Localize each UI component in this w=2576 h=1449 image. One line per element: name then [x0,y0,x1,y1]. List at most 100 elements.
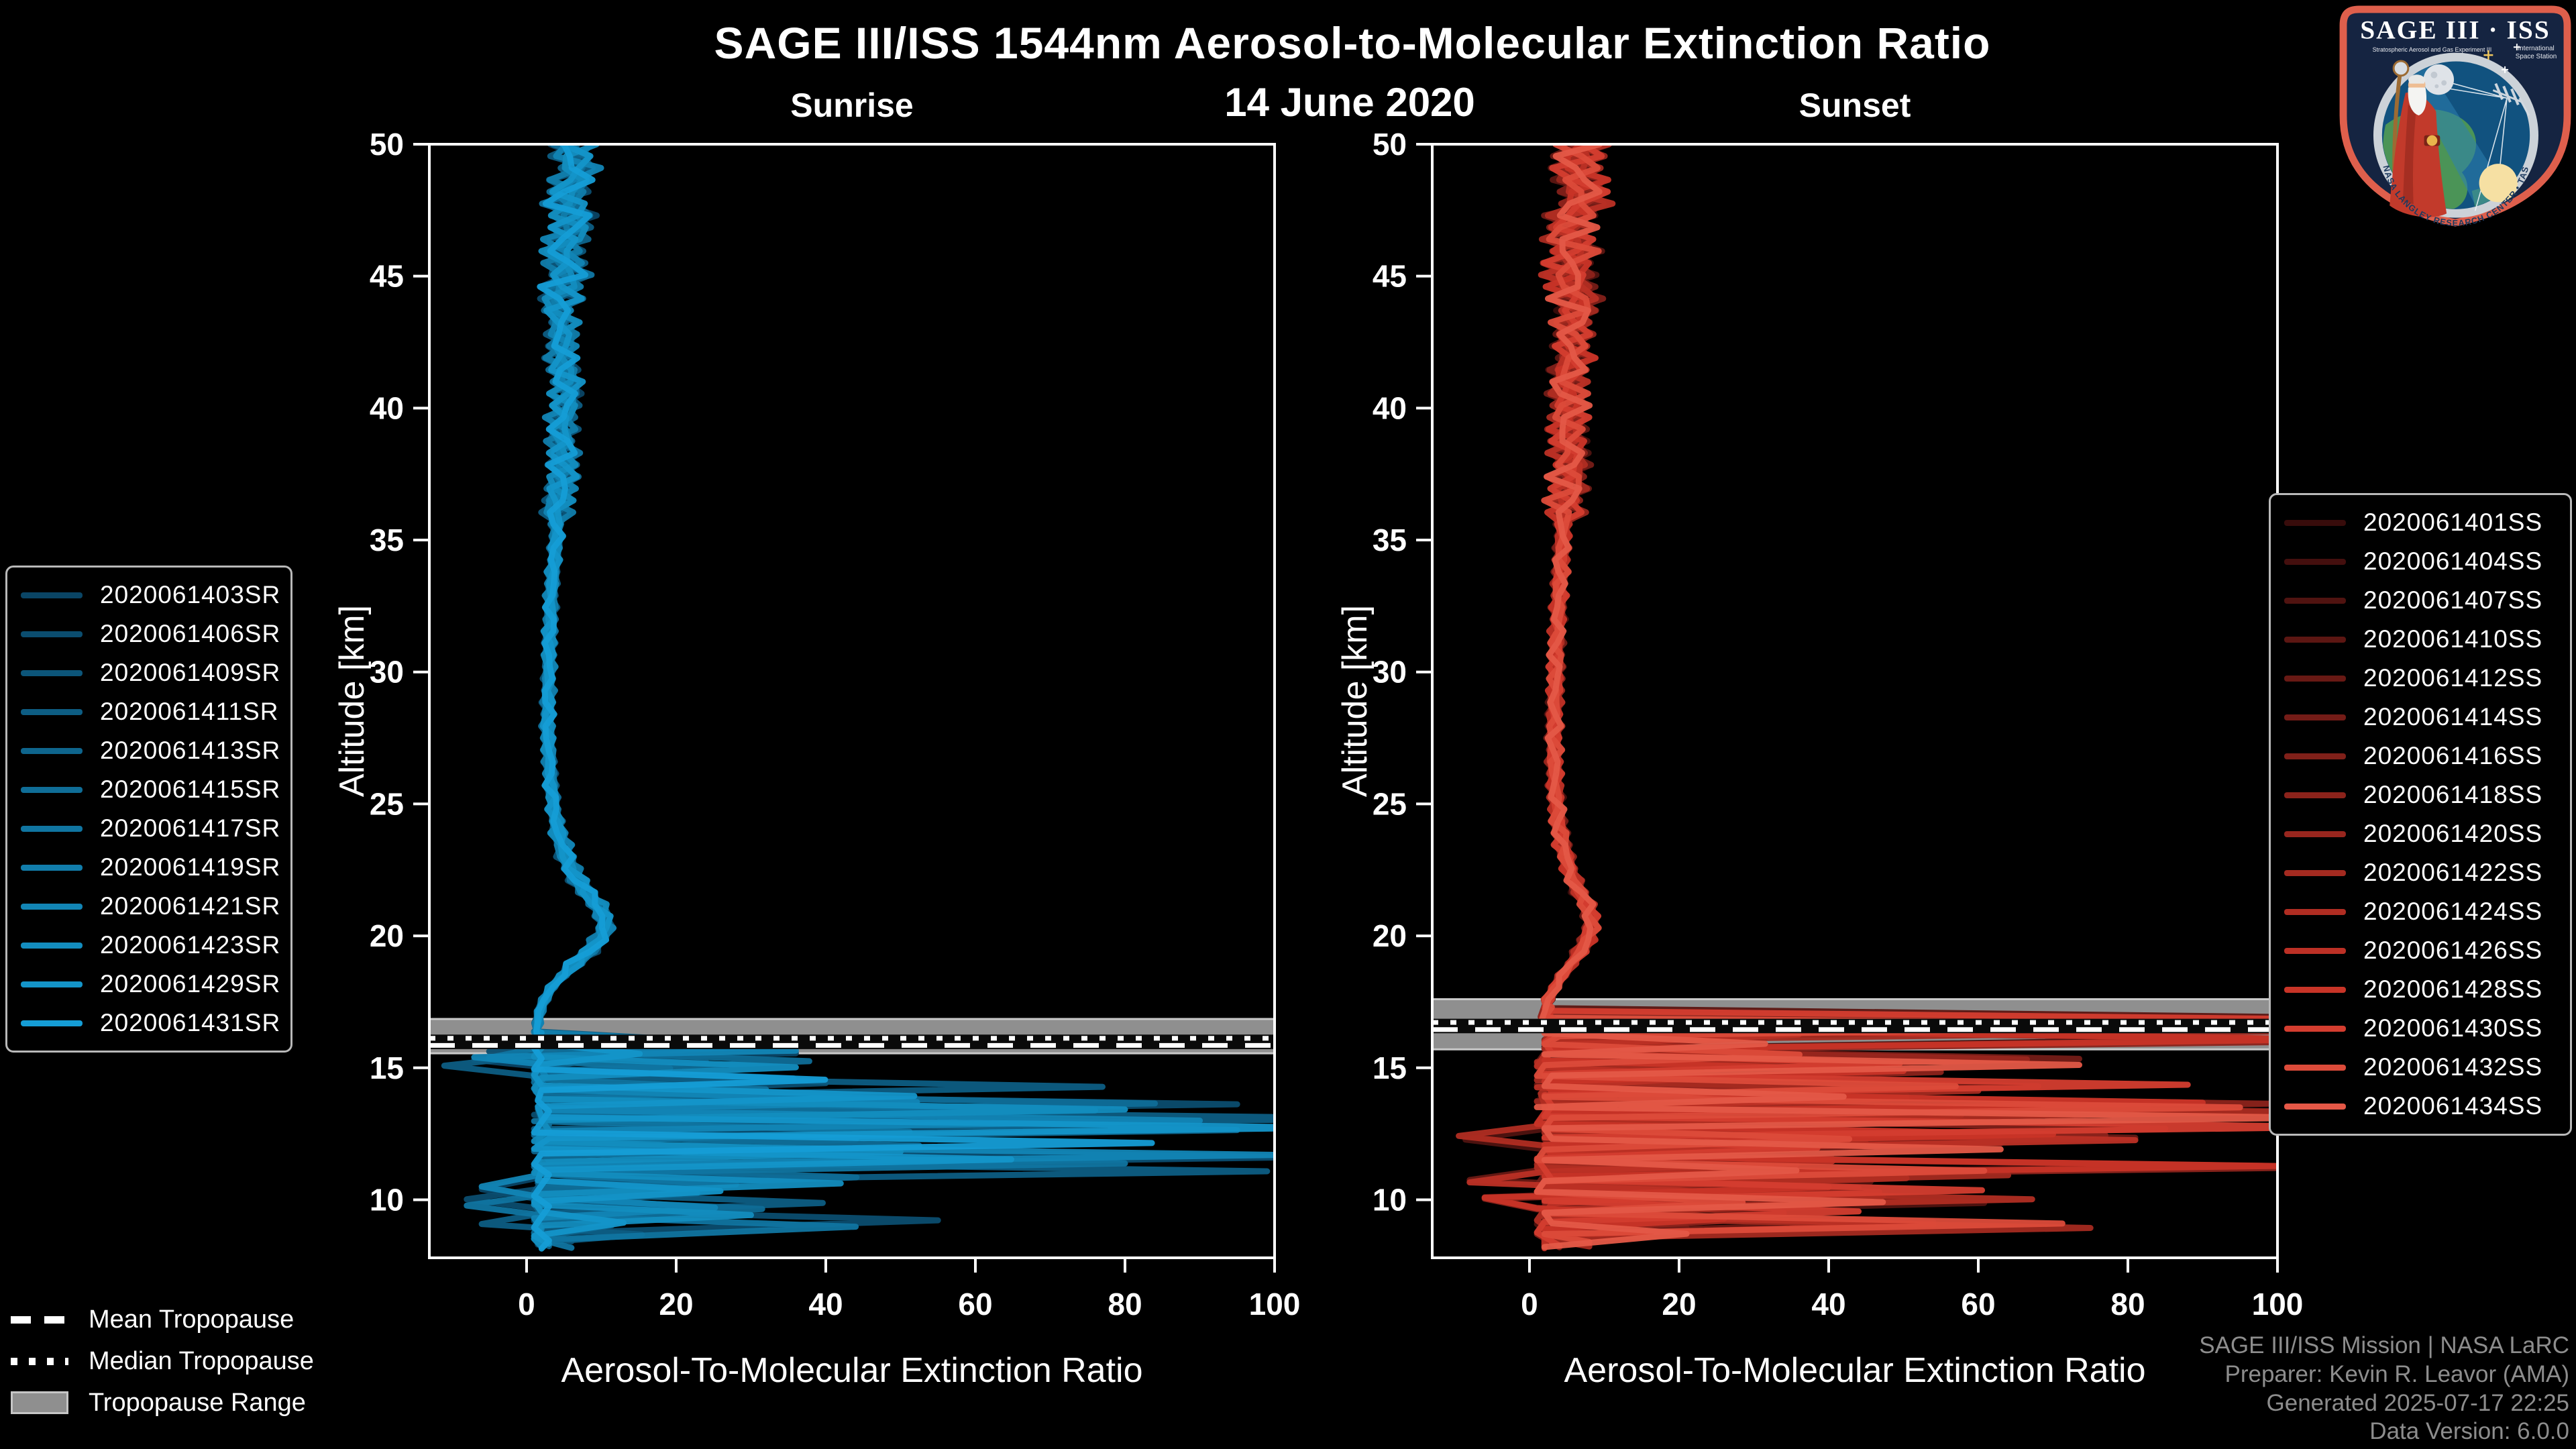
sunset-series-legend: 2020061401SS 2020061404SS 2020061407SS 2020… [2269,493,2572,1136]
patch-subtitle-right-2: Space Station [2516,53,2557,60]
legend-swatch [2284,636,2346,643]
legend-label: 2020061410SS [2363,625,2543,653]
attribution: SAGE III/ISS Mission | NASA LaRC Prepare… [2199,1332,2569,1446]
legend-item: 2020061430SS [2284,1014,2557,1042]
y-tick-label: 10 [1373,1182,1407,1217]
legend-item: 2020061426SS [2284,936,2557,965]
star-icon [2502,66,2509,73]
legend-label: 2020061419SR [100,853,281,881]
y-tick-label: 25 [1373,786,1407,821]
legend-swatch [2284,869,2346,876]
sunrise-series-legend: 2020061403SR 2020061406SR 2020061409SR 2020… [5,566,292,1053]
legend-label: 2020061417SR [100,814,281,842]
legend-item: 2020061421SR [21,892,281,920]
legend-swatch [2284,1103,2346,1110]
sunrise-x-axis-label: Aerosol-To-Molecular Extinction Ratio [561,1351,1142,1390]
sunrise-plot-frame [428,143,1276,1259]
x-tick-label: 40 [808,1287,843,1322]
legend-swatch [21,864,83,871]
y-tick-label: 40 [1373,390,1407,425]
legend-label: 2020061422SS [2363,859,2543,886]
y-tick-label: 30 [370,655,404,690]
moon-crater [2434,84,2439,89]
legend-label: 2020061429SR [100,970,281,998]
y-tick-label: 35 [370,523,404,557]
legend-swatch [2284,558,2346,565]
legend-item: 2020061428SS [2284,975,2557,1004]
legend-swatch [21,747,83,754]
y-tick-label: 20 [370,918,404,953]
legend-label: 2020061414SS [2363,703,2543,731]
legend-swatch [2284,1064,2346,1071]
moon-crater [2441,80,2447,86]
father-time-figure [2390,60,2447,217]
median-tropopause-swatch [11,1357,68,1365]
iss-illustration [2492,83,2530,116]
patch-subtitle-right-1: International [2518,45,2554,52]
legend-label: 2020061415SR [100,775,281,803]
sight-lines [2426,78,2508,211]
legend-label: 2020061401SS [2363,508,2543,536]
legend-item: 2020061411SR [21,698,278,726]
mean-tropopause-swatch [11,1316,68,1324]
legend-item: 2020061423SR [21,931,280,959]
x-tick-label: 80 [2110,1287,2145,1322]
star-icon [2483,50,2493,60]
legend-swatch [2284,597,2346,604]
y-tick-label: 50 [370,127,404,162]
legend-item: 2020061419SR [21,853,281,881]
legend-item: 2020061413SR [21,737,280,765]
x-tick-label: 0 [1521,1287,1538,1322]
legend-item: 2020061403SR [21,581,280,609]
figure-title: SAGE III/ISS 1544nm Aerosol-to-Molecular… [714,18,1991,68]
legend-swatch [21,981,83,987]
legend-label: 2020061434SS [2363,1092,2543,1120]
sunrise-y-axis-label: Altitude [km] [333,605,372,797]
x-tick-label: 60 [958,1287,992,1322]
y-tick-label: 40 [370,390,404,425]
attribution-mission: SAGE III/ISS Mission | NASA LaRC [2199,1332,2569,1359]
y-tick-label: 15 [1373,1051,1407,1085]
legend-swatch [2284,753,2346,759]
legend-item: 2020061410SS [2284,625,2557,653]
legend-item: 2020061414SS [2284,703,2557,731]
legend-item: 2020061407SS [2284,586,2557,614]
y-tick-label: 10 [370,1182,404,1217]
y-tick-label: 15 [370,1051,404,1085]
legend-label: 2020061424SS [2363,898,2543,925]
legend-item: 2020061412SS [2284,664,2557,692]
sunset-profile-2020061434SS [1534,144,2277,1250]
tropopause-legend-row: Median Tropopause [11,1347,314,1375]
legend-label: 2020061426SS [2363,936,2543,964]
y-tick-label: 45 [1373,259,1407,294]
legend-item: 2020061417SR [21,814,281,843]
legend-swatch [21,631,83,637]
legend-item: 2020061404SS [2284,547,2557,576]
legend-swatch [21,786,83,793]
y-tick-label: 35 [1373,523,1407,557]
y-tick-label: 30 [1373,655,1407,690]
legend-swatch [2284,908,2346,915]
sunset-profile-2020061420SS [1534,144,2243,1126]
legend-swatch [21,592,83,598]
legend-swatch [21,1020,83,1026]
legend-swatch [2284,675,2346,682]
y-tick-label: 20 [1373,918,1407,953]
legend-swatch [21,708,83,715]
legend-label: 2020061416SS [2363,742,2543,769]
legend-item: 2020061422SS [2284,859,2557,887]
legend-swatch [2284,830,2346,837]
mean-tropopause-label: Mean Tropopause [89,1305,294,1334]
legend-swatch [2284,1025,2346,1032]
tropopause-range-label: Tropopause Range [89,1388,306,1417]
legend-label: 2020061421SR [100,892,281,920]
legend-item: 2020061424SS [2284,898,2557,926]
y-tick-label: 45 [370,259,404,294]
legend-swatch [2284,792,2346,798]
x-tick-label: 20 [659,1287,693,1322]
attribution-data-version: Data Version: 6.0.0 [2369,1418,2569,1445]
legend-swatch [2284,519,2346,526]
legend-swatch [21,825,83,832]
legend-item: 2020061406SR [21,620,280,648]
